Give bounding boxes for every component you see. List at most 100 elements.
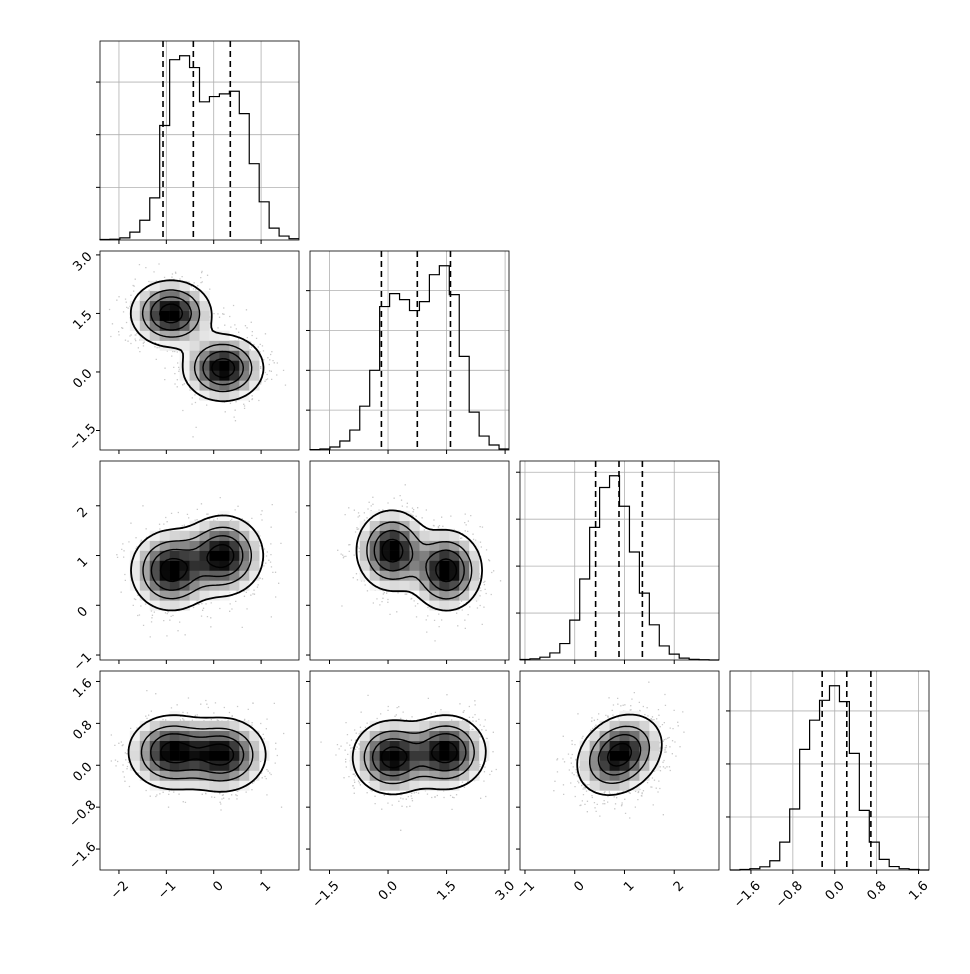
hist2d-cell-p0-p2-4-11	[139, 540, 151, 551]
hist2d-cell-p1-p2-15-11	[459, 540, 470, 551]
hist2d-cell-p0-p2-5-8	[149, 570, 160, 581]
hist2d-cell-p0-p3-5-14	[149, 720, 160, 731]
joint-frame-p1-p3	[309, 670, 510, 871]
hist2d-cell-p0-p1-4-13	[139, 310, 151, 321]
hist2d-cell-p0-p1-14-9	[239, 350, 250, 361]
hist2d-cell-p1-p2-6-9	[369, 560, 380, 571]
hist2d-cell-p2-p3-12-10	[639, 760, 650, 771]
hist2d-cell-p0-p3-10-9	[199, 770, 210, 781]
hist2d-cell-p1-p3-11-11	[419, 750, 430, 761]
hist2d-cell-p0-p2-13-9	[229, 560, 240, 571]
contour-p1-p2-2	[373, 529, 465, 592]
hist2d-cell-p1-p2-10-8	[409, 570, 420, 581]
xtick-label-p1-0: −1.5	[310, 878, 343, 911]
hist2d-cell-p0-p1-12-11	[219, 330, 230, 341]
hist2d-cell-p1-p3-13-8	[439, 780, 450, 791]
hist2d-cell-p2-p3-11-8	[629, 780, 640, 791]
hist2d-cell-p1-p3-4-11	[349, 750, 361, 761]
hist2d-cell-p0-p1-13-6	[229, 380, 240, 391]
hist2d-cell-p1-p3-9-12	[399, 740, 410, 751]
hist2d-cell-p0-p2-14-9	[239, 560, 250, 571]
hist2d-cell-p0-p2-10-12	[199, 530, 210, 541]
hist2d-cell-p2-p3-9-11	[609, 750, 620, 761]
hist2d-cell-p0-p3-14-14	[239, 720, 250, 731]
hist2d-cell-p2-p3-8-13	[599, 730, 610, 741]
contour-p1-p2-0	[355, 509, 483, 612]
hist2d-cell-p0-p1-14-8	[239, 360, 250, 371]
hist2d-cell-p0-p2-13-8	[229, 570, 240, 581]
hist2d-cell-p0-p1-13-5	[229, 390, 240, 401]
hist2d-cell-p1-p3-8-10	[389, 760, 400, 771]
hist2d-cell-p0-p3-15-9	[249, 770, 260, 781]
hist2d-cell-p2-p3-13-10	[649, 760, 660, 771]
hist2d-cell-p1-p3-12-9	[429, 770, 440, 781]
hist2d-cell-p1-p3-14-8	[449, 780, 460, 791]
hist2d-cell-p0-p3-13-9	[229, 770, 240, 781]
hist2d-cell-p1-p3-16-9	[469, 770, 480, 781]
hist2d-cell-p1-p3-10-11	[409, 750, 420, 761]
hist2d-cell-p1-p3-8-8	[389, 780, 400, 791]
hist2d-cell-p1-p2-8-14	[389, 510, 400, 521]
hist2d-cell-p0-p2-12-7	[219, 580, 230, 591]
hist2d-cell-p0-p1-8-11	[179, 330, 190, 341]
hist2d-cell-p0-p1-9-15	[189, 290, 200, 302]
hist2d-cell-p0-p3-6-14	[159, 720, 170, 731]
hist2d-cell-p0-p1-11-6	[209, 380, 220, 391]
xtick-label-p0-0: −2	[108, 878, 132, 902]
hist2d-cell-p1-p2-5-9	[359, 560, 370, 571]
hist2d-cell-p0-p2-6-10	[159, 550, 170, 561]
hist2d-cell-p0-p1-9-13	[189, 310, 200, 321]
hist2d-cell-p0-p1-11-8	[209, 360, 220, 371]
contour-p2-p3-1	[589, 725, 651, 784]
hist2d-cell-p0-p3-12-8	[219, 780, 230, 791]
hist2d-cell-p0-p3-6-10	[159, 760, 170, 771]
hist2d-cell-p0-p3-8-14	[179, 720, 190, 731]
hist2d-cell-p0-p1-13-9	[229, 350, 240, 361]
hist2d-cell-p0-p2-15-10	[249, 550, 260, 561]
hist2d-cell-p0-p2-12-10	[219, 550, 230, 561]
hist2d-cell-p0-p2-7-11	[169, 540, 180, 551]
hist2d-cell-p1-p2-14-10	[449, 550, 460, 561]
hist2d-cell-p2-p3-10-13	[619, 730, 630, 741]
ytick-label-p3-4: 1.6	[70, 676, 95, 701]
hist2d-cell-p1-p2-8-9	[389, 560, 400, 571]
joint-inner-p0-p3	[110, 689, 285, 811]
hist2d-cell-p0-p3-9-14	[189, 720, 200, 731]
hist2d-cell-p0-p3-7-10	[169, 760, 180, 771]
xtick-label-p3-4: 1.6	[906, 878, 931, 903]
hist2d-cell-p0-p2-13-7	[229, 580, 240, 591]
hist2d-cell-p1-p3-14-11	[449, 750, 460, 761]
hist2d-cell-p0-p1-15-7	[249, 370, 260, 381]
hist2d-cell-p1-p2-6-13	[369, 520, 380, 531]
hist2d-cell-p0-p1-10-12	[199, 320, 210, 331]
hist2d-cell-p0-p3-4-12	[139, 740, 151, 751]
xtick-label-p3-2: 0.0	[823, 878, 848, 903]
hist2d-cell-p0-p3-7-13	[169, 730, 180, 741]
contour-p0-p1-0	[129, 279, 265, 403]
hist2d-cell-p0-p2-5-11	[149, 540, 160, 551]
hist2d-cell-p0-p2-7-10	[169, 550, 180, 561]
hist2d-cell-p0-p3-10-8	[199, 780, 210, 791]
hist2d-cell-p0-p1-14-10	[239, 340, 250, 351]
hist2d-cell-p0-p1-8-16	[179, 280, 190, 292]
xtick-label-p2-1: 0	[571, 878, 587, 894]
hist2d-cell-p1-p3-7-10	[379, 760, 390, 771]
hist2d-cell-p1-p2-11-6	[419, 590, 430, 601]
hist2d-cell-p1-p3-7-9	[379, 770, 390, 781]
hist2d-cell-p0-p2-4-8	[139, 570, 151, 581]
hist2d-cell-p0-p2-7-5	[169, 600, 180, 611]
hist2d-cell-p2-p3-6-11	[579, 750, 590, 761]
hist2d-cell-p1-p3-12-14	[429, 720, 440, 731]
hist2d-cell-p0-p2-5-9	[149, 560, 160, 571]
contour-p0-p3-3	[160, 741, 235, 766]
hist2d-cell-p2-p3-9-8	[609, 780, 620, 791]
hist2d-cell-p0-p2-10-7	[199, 580, 210, 591]
hist2d-cell-p0-p1-12-10	[219, 340, 230, 351]
hist2d-cell-p1-p2-14-11	[449, 540, 460, 551]
hist2d-cell-p0-p1-14-6	[239, 380, 250, 391]
hist2d-cell-p0-p2-14-10	[239, 550, 250, 561]
hist2d-cell-p0-p1-9-7	[189, 370, 200, 381]
hist2d-cell-p0-p1-12-7	[219, 370, 230, 381]
hist2d-cell-p0-p3-9-13	[189, 730, 200, 741]
